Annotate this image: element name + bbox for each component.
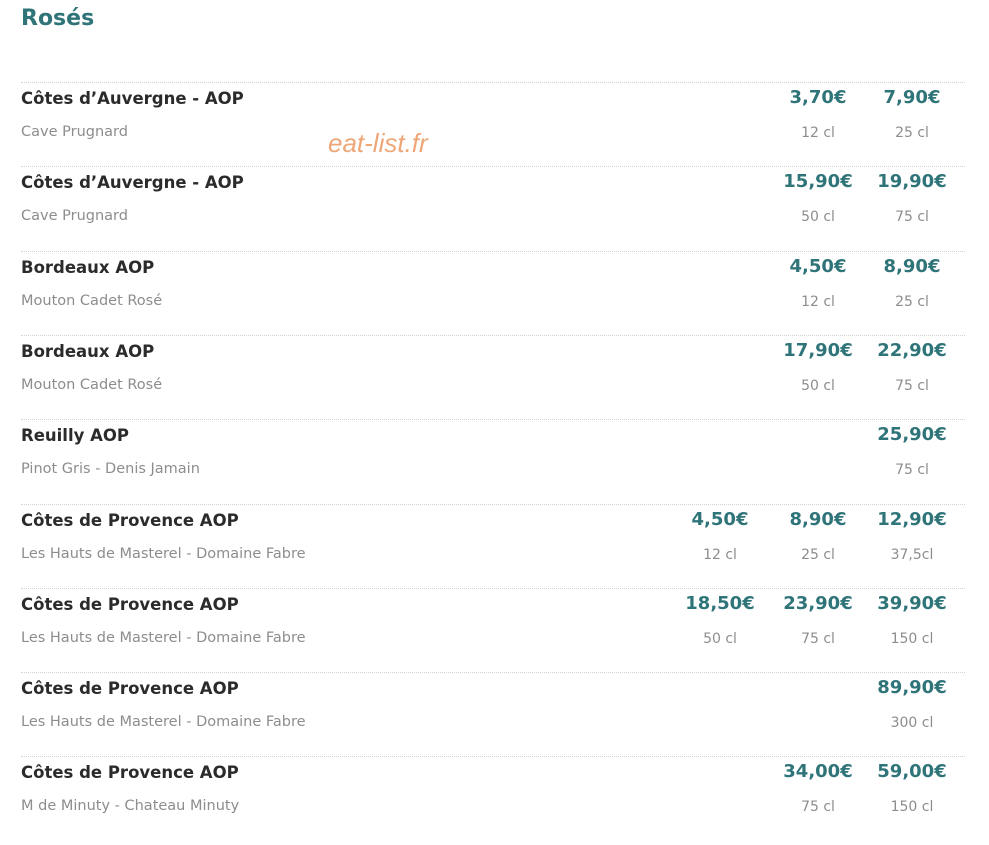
wine-producer: Les Hauts de Masterel - Domaine Fabre xyxy=(21,629,306,646)
volume: 75 cl xyxy=(895,209,929,226)
price: 22,90€ xyxy=(877,339,947,361)
volume: 75 cl xyxy=(895,377,929,394)
wine-name: Bordeaux AOP xyxy=(21,257,155,277)
menu-item: Reuilly AOP Pinot Gris - Denis Jamain 25,9… xyxy=(21,419,965,504)
volume: 12 cl xyxy=(703,546,737,563)
price: 8,90€ xyxy=(789,508,847,530)
volume: 75 cl xyxy=(801,799,835,816)
volume: 12 cl xyxy=(801,293,835,310)
volume: 300 cl xyxy=(890,715,934,732)
wine-producer: Cave Prugnard xyxy=(21,124,128,140)
menu-item: Côtes de Provence AOP Les Hauts de Master… xyxy=(21,672,965,757)
menu-item: Côtes de Provence AOP Les Hauts de Master… xyxy=(21,587,965,673)
volume: 50 cl xyxy=(703,630,737,647)
wine-name: Reuilly AOP xyxy=(21,426,129,446)
wine-name: Côtes de Provence AOP xyxy=(21,594,239,614)
volume: 50 cl xyxy=(801,209,835,226)
price: 19,90€ xyxy=(877,171,947,193)
wine-name: Bordeaux AOP xyxy=(21,341,155,361)
price: 4,50€ xyxy=(691,508,749,530)
wine-name: Côtes d’Auvergne - AOP xyxy=(21,89,244,108)
price: 15,90€ xyxy=(783,171,853,193)
volume: 150 cl xyxy=(890,630,934,647)
price: 18,50€ xyxy=(685,592,755,614)
volume: 50 cl xyxy=(801,377,835,394)
menu-item: Côtes de Provence AOP Les Hauts de Master… xyxy=(21,503,965,589)
wine-producer: Les Hauts de Masterel - Domaine Fabre xyxy=(21,714,306,731)
price: 17,90€ xyxy=(783,339,853,361)
menu-item: Côtes d’Auvergne - AOP Cave Prugnard 3,70€… xyxy=(21,82,965,167)
wine-name: Côtes de Provence AOP xyxy=(21,679,239,699)
menu-item: Bordeaux AOP Mouton Cadet Rosé 4,50€ 12 cl 8… xyxy=(21,250,965,336)
volume: 25 cl xyxy=(801,546,835,563)
menu-item: Côtes de Provence AOP M de Minuty - Chate… xyxy=(21,756,965,841)
price: 39,90€ xyxy=(877,592,947,614)
wine-name: Côtes de Provence AOP xyxy=(21,763,239,783)
volume: 37,5cl xyxy=(890,546,934,563)
menu-item: Côtes d’Auvergne - AOP Cave Prugnard 15,90… xyxy=(21,166,965,251)
price: 89,90€ xyxy=(877,677,947,699)
price: 23,90€ xyxy=(783,592,853,614)
price: 4,50€ xyxy=(789,255,847,277)
menu-item: Bordeaux AOP Mouton Cadet Rosé 17,90€ 50 cl… xyxy=(21,334,965,420)
wine-producer: Mouton Cadet Rosé xyxy=(21,292,163,309)
price: 12,90€ xyxy=(877,508,947,530)
price: 25,90€ xyxy=(877,424,947,446)
price: 3,70€ xyxy=(789,87,847,108)
price: 7,90€ xyxy=(883,87,941,108)
wine-producer: Cave Prugnard xyxy=(21,208,128,225)
watermark: eat-list.fr xyxy=(328,128,428,158)
wine-producer: Pinot Gris - Denis Jamain xyxy=(21,461,200,478)
wine-producer: Les Hauts de Masterel - Domaine Fabre xyxy=(21,545,306,562)
volume: 75 cl xyxy=(801,630,835,647)
wine-producer: Mouton Cadet Rosé xyxy=(21,376,163,393)
volume: 150 cl xyxy=(890,799,934,816)
price: 59,00€ xyxy=(877,761,947,783)
wine-name: Côtes d’Auvergne - AOP xyxy=(21,173,244,193)
wine-producer: M de Minuty - Chateau Minuty xyxy=(21,798,240,815)
price: 8,90€ xyxy=(883,255,941,277)
price: 34,00€ xyxy=(783,761,853,783)
section-title: Rosés xyxy=(21,6,95,31)
volume: 25 cl xyxy=(895,293,929,310)
volume: 75 cl xyxy=(895,462,929,479)
volume: 25 cl xyxy=(895,125,929,141)
wine-name: Côtes de Provence AOP xyxy=(21,510,239,530)
volume: 12 cl xyxy=(801,125,835,141)
